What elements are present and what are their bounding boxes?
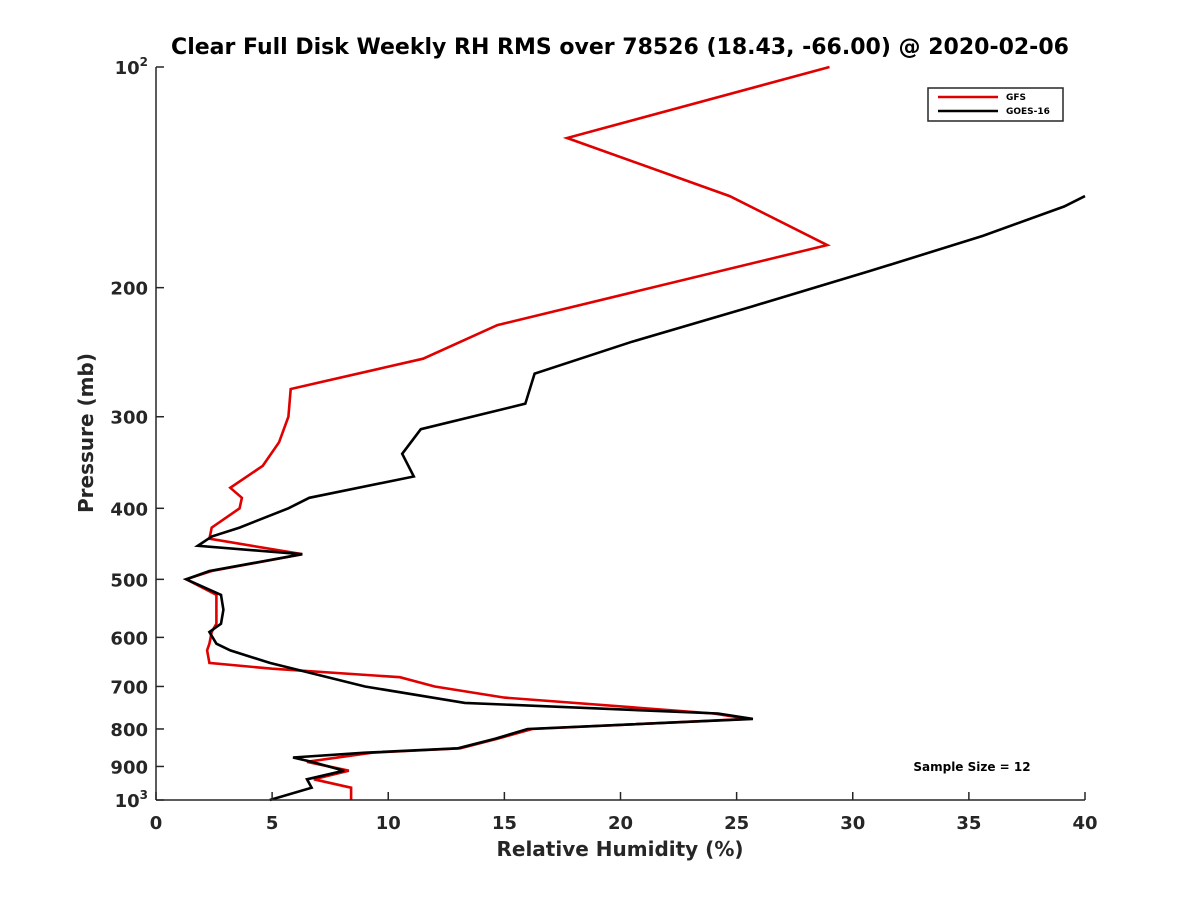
legend-box <box>927 87 1064 122</box>
x-tick-label: 40 <box>1072 813 1097 834</box>
y-tick-label: 400 <box>110 499 148 520</box>
x-axis-label: Relative Humidity (%) <box>496 837 743 861</box>
series-line-gfs <box>182 65 831 800</box>
y-tick-label: 300 <box>110 408 148 429</box>
x-tick-label: 5 <box>266 813 279 834</box>
series-line-goes-16 <box>182 194 1086 802</box>
y-tick-label: 103 <box>115 788 148 812</box>
x-tick-label: 15 <box>492 813 517 834</box>
x-tick-label: 20 <box>608 813 633 834</box>
axes-layer: 0 5 10 15 20 25 30 35 40 102 200 300 400 500 600 700 800… <box>110 55 1097 834</box>
x-tick-label: 25 <box>724 813 749 834</box>
x-tick-label: 10 <box>376 813 401 834</box>
y-tick-label: 700 <box>110 677 148 698</box>
y-tick-label: 200 <box>110 279 148 300</box>
y-tick-label: 800 <box>110 720 148 741</box>
legend: GFS GOES-16 <box>927 87 1064 122</box>
y-tick-label: 600 <box>110 628 148 649</box>
y-tick-label: 900 <box>110 757 148 778</box>
legend-label: GFS <box>1006 93 1026 103</box>
legend-label: GOES-16 <box>1006 107 1050 117</box>
y-tick-label: 500 <box>110 570 148 591</box>
y-tick-label: 102 <box>115 55 148 79</box>
series-layer <box>182 65 1086 802</box>
x-tick-label: 30 <box>840 813 865 834</box>
y-axis-label: Pressure (mb) <box>74 353 98 513</box>
sample-size-annotation: Sample Size = 12 <box>913 760 1030 774</box>
chart-title: Clear Full Disk Weekly RH RMS over 78526… <box>171 35 1069 60</box>
x-tick-label: 35 <box>956 813 981 834</box>
x-tick-label: 0 <box>150 813 163 834</box>
